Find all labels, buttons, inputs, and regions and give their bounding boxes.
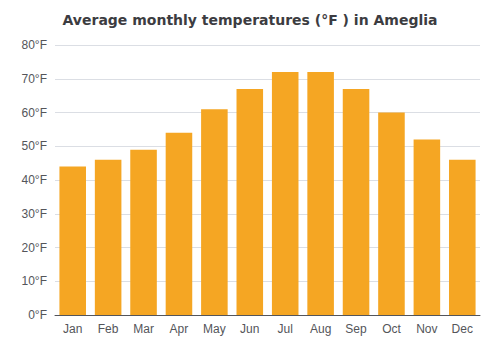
svg-text:60°F: 60°F [22, 106, 47, 120]
svg-text:20°F: 20°F [22, 241, 47, 255]
svg-text:Average monthly temperatures (: Average monthly temperatures (°F ) in Am… [63, 12, 438, 28]
svg-text:Jul: Jul [278, 322, 293, 336]
svg-text:Sep: Sep [345, 322, 367, 336]
svg-text:50°F: 50°F [22, 139, 47, 153]
svg-text:Mar: Mar [133, 322, 154, 336]
svg-text:Jan: Jan [63, 322, 82, 336]
svg-text:May: May [203, 322, 226, 336]
svg-text:40°F: 40°F [22, 173, 47, 187]
svg-text:Jun: Jun [240, 322, 259, 336]
svg-text:Aug: Aug [310, 322, 331, 336]
svg-text:0°F: 0°F [28, 308, 47, 322]
svg-text:80°F: 80°F [22, 38, 47, 52]
svg-text:30°F: 30°F [22, 207, 47, 221]
svg-text:70°F: 70°F [22, 72, 47, 86]
svg-text:10°F: 10°F [22, 274, 47, 288]
svg-text:Dec: Dec [452, 322, 473, 336]
svg-text:Feb: Feb [98, 322, 119, 336]
svg-text:Apr: Apr [170, 322, 189, 336]
svg-text:Nov: Nov [416, 322, 437, 336]
svg-text:Oct: Oct [382, 322, 401, 336]
